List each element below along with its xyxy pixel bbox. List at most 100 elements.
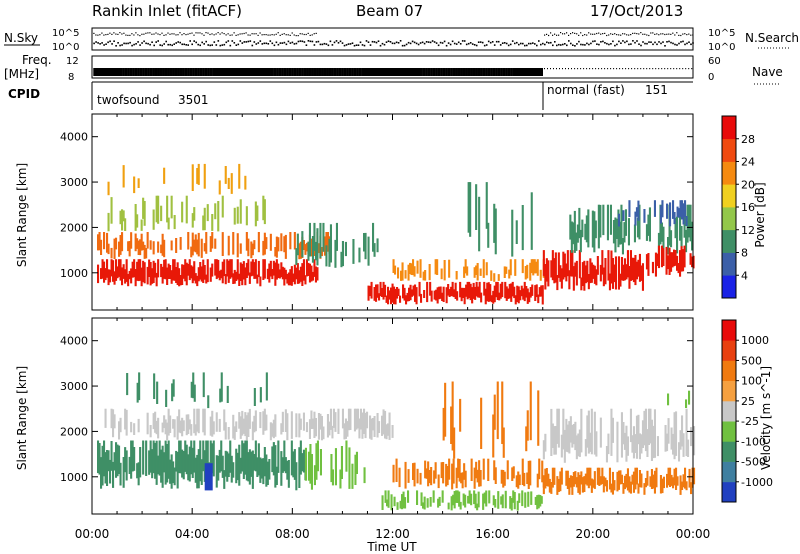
scatter-cell [635, 467, 638, 485]
freq-dot [568, 68, 569, 70]
nsky-point [590, 42, 592, 45]
nsearch-point [672, 32, 674, 34]
scatter-cell [181, 449, 184, 478]
nsearch-point [121, 33, 123, 35]
scatter-cell [551, 423, 554, 448]
nsky-point [409, 42, 412, 45]
nsearch-point [628, 34, 630, 36]
freq-bar [228, 68, 230, 76]
scatter-cell [414, 284, 417, 302]
freq-bar [282, 68, 284, 76]
freq-bar [487, 68, 490, 76]
scatter-cell [281, 411, 284, 432]
nsky-point [459, 43, 462, 45]
scatter-cell [635, 207, 638, 217]
scatter-cell [424, 460, 427, 479]
scatter-cell [278, 269, 281, 279]
scatter-cell [613, 264, 616, 283]
scatter-cell [212, 440, 215, 477]
scatter-cell [253, 388, 256, 406]
nsearch-point [674, 34, 676, 36]
scatter-cell [347, 408, 350, 431]
freq-frame [91, 55, 694, 79]
freq-bar [272, 68, 274, 76]
scatter-cell [459, 501, 462, 510]
scatter-cell [185, 262, 188, 286]
nsearch-point [668, 33, 670, 35]
scatter-cell [372, 222, 375, 252]
freq-bar [137, 68, 139, 76]
nsearch-point [622, 33, 624, 35]
scatter-cell [384, 410, 387, 439]
scatter-cell [671, 252, 674, 268]
freq-bar [185, 68, 188, 76]
scatter-cell [632, 426, 635, 459]
nsearch-point [179, 32, 181, 34]
scatter-cell [136, 463, 139, 479]
scatter-cell [412, 259, 415, 276]
scatter-cell [622, 264, 625, 281]
scatter-cell [272, 419, 275, 439]
scatter-cell [659, 475, 662, 494]
freq-bar [218, 68, 220, 76]
freq-bar [381, 68, 383, 76]
nsky-point [175, 42, 177, 44]
scatter-cell [577, 472, 580, 493]
colorbar-tick-label: -25 [741, 415, 759, 428]
colorbar-tick-label: -1000 [741, 476, 773, 489]
scatter-cell [401, 494, 404, 510]
nsearch-point [155, 32, 157, 34]
nsky-point [341, 42, 344, 44]
colorbar-tick-label: 28 [741, 133, 755, 146]
freq-bar [520, 68, 522, 76]
scatter-cell [229, 259, 232, 279]
scatter-cell [581, 477, 584, 493]
scatter-cell [115, 259, 118, 281]
nsearch-point [227, 33, 229, 35]
scatter-cell [157, 455, 160, 475]
scatter-cell [608, 467, 611, 490]
scatter-cell [241, 410, 244, 436]
freq-dot [646, 68, 648, 70]
scatter-cell [259, 387, 262, 403]
scatter-cell [166, 422, 169, 441]
scatter-cell [550, 482, 553, 494]
scatter-cell [218, 270, 221, 281]
freq-bar [104, 68, 106, 76]
freq-bar [402, 68, 404, 76]
scatter-cell [625, 264, 628, 280]
scatter-cell [556, 408, 559, 444]
nsky-point [600, 41, 602, 43]
freq-dot [580, 68, 582, 70]
freq-dot [547, 68, 548, 70]
nsearch-point [303, 33, 305, 36]
freq-bar [397, 68, 399, 76]
scatter-cell [656, 253, 659, 266]
freq-bar [336, 68, 338, 76]
nsearch-point [600, 33, 602, 35]
nsearch-point [616, 34, 618, 36]
nsearch-point [141, 33, 143, 35]
nsearch-point [219, 33, 221, 35]
scatter-cell [657, 232, 660, 255]
freq-bar [216, 68, 218, 76]
scatter-cell [172, 419, 175, 429]
nsky-point [279, 42, 282, 44]
freq-bar [264, 68, 267, 76]
scatter-cell [443, 260, 446, 281]
nsearch-point [646, 34, 648, 36]
scatter-cell [660, 245, 663, 268]
scatter-cell [525, 286, 528, 298]
freq-bar [426, 68, 428, 76]
scatter-cell [187, 263, 190, 276]
nsky-point [195, 41, 197, 44]
nsky-point [568, 40, 570, 42]
freq-bar [210, 68, 213, 76]
scatter-cell [329, 408, 332, 430]
colorbar-tick-label: 20 [741, 178, 755, 191]
freq-bar [540, 68, 542, 76]
freq-bar [401, 68, 403, 76]
nsky-point [141, 42, 143, 44]
nsearch-point [295, 35, 297, 37]
